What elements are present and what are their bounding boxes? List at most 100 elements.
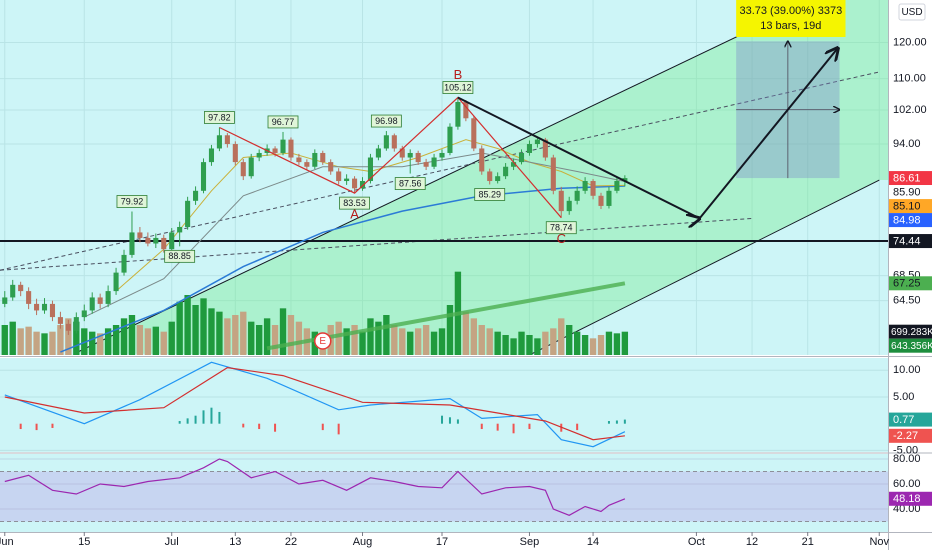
candle-body xyxy=(550,157,556,191)
pivot-label: 96.77 xyxy=(272,117,295,127)
volume-bar xyxy=(120,318,128,355)
volume-bar xyxy=(271,325,279,355)
candle-body xyxy=(81,310,87,318)
x-tick-label: 12 xyxy=(746,536,758,548)
rsi-tag-label: 48.18 xyxy=(893,493,921,505)
volume-bar xyxy=(343,328,350,355)
candle-body xyxy=(216,135,222,149)
volume-bar xyxy=(240,311,247,355)
position-label: 33.73 (39.00%) 3373 xyxy=(739,5,842,17)
macd-histogram-bar xyxy=(258,423,261,430)
rsi-tick-label: 80.00 xyxy=(893,453,921,465)
price-tag xyxy=(889,234,932,249)
macd-histogram-bar xyxy=(615,420,618,424)
candle-body xyxy=(336,171,342,182)
macd-histogram-bar xyxy=(480,423,483,430)
candle-body xyxy=(352,178,358,189)
volume-bar xyxy=(550,328,557,355)
volume-bar xyxy=(351,325,358,355)
candle-body xyxy=(312,152,318,167)
candle-body xyxy=(153,237,159,244)
volume-bar xyxy=(526,335,533,355)
candle-body xyxy=(193,190,199,201)
volume-bar xyxy=(478,325,485,355)
candle-body xyxy=(145,237,151,244)
x-tick-label: Sep xyxy=(520,536,540,548)
volume-bar xyxy=(518,331,525,355)
volume-bar xyxy=(470,318,477,355)
candle-body xyxy=(566,200,572,212)
candle-body xyxy=(177,226,183,233)
price-tag xyxy=(889,213,932,228)
volume-bar xyxy=(534,338,541,355)
candle-body xyxy=(65,323,71,331)
volume-bar xyxy=(573,331,581,355)
volume-bar xyxy=(57,325,64,355)
rsi-layer xyxy=(0,458,888,522)
volume-bar xyxy=(128,315,136,355)
pivot-box xyxy=(370,114,402,128)
macd-tick-label: 10.00 xyxy=(893,364,921,376)
candle-body xyxy=(169,232,175,250)
volume-bar xyxy=(263,318,271,355)
rsi-tag xyxy=(889,491,932,506)
candle-body xyxy=(10,284,16,298)
rsi-tick-label: 60.00 xyxy=(893,478,921,490)
candle-body xyxy=(375,148,381,158)
volume-bar xyxy=(605,331,613,355)
x-tick-label: Jun xyxy=(0,536,14,548)
macd-histogram-bar xyxy=(274,423,277,432)
pivot-label: 87.56 xyxy=(399,178,422,188)
macd-tag-label: -2.27 xyxy=(893,430,918,442)
pivot-box xyxy=(267,115,299,129)
candle-body xyxy=(280,139,286,153)
candle-body xyxy=(614,181,620,191)
candle-body xyxy=(296,157,302,163)
currency-box[interactable] xyxy=(898,3,926,21)
volume-bar xyxy=(168,321,175,355)
currency-label: USD xyxy=(901,7,922,18)
candle-body xyxy=(89,297,95,311)
pivot-label: 96.98 xyxy=(375,116,398,126)
x-tick-label: 22 xyxy=(285,536,297,548)
volume-bar xyxy=(65,318,72,355)
candle-body xyxy=(399,148,405,158)
candle-body xyxy=(320,152,326,163)
candle-body xyxy=(455,101,461,127)
volume-bar xyxy=(494,331,501,355)
x-tick-label: Jul xyxy=(165,536,179,548)
candle-body xyxy=(511,162,517,167)
macd-histogram-bar xyxy=(576,423,579,431)
candle-body xyxy=(105,291,111,304)
channel-upper xyxy=(74,2,808,354)
candle-body xyxy=(423,162,429,167)
candle-body xyxy=(256,152,262,158)
pivot-box xyxy=(474,188,506,201)
volume-bar xyxy=(152,326,159,355)
pivot-label: 78.74 xyxy=(550,223,573,233)
volume-bar xyxy=(160,331,167,355)
candle-body xyxy=(161,237,167,250)
price-tag-label: 85.10 xyxy=(893,200,921,212)
candle-body xyxy=(367,157,374,182)
rsi-line xyxy=(4,458,626,516)
volume-bar xyxy=(430,331,438,355)
volume-bar xyxy=(613,333,621,355)
price-tag-label: 86.61 xyxy=(893,172,921,184)
volume-bar xyxy=(446,305,454,355)
candle-body xyxy=(272,148,278,153)
position-sublabel: 13 bars, 19d xyxy=(760,20,821,32)
candle-body xyxy=(534,139,540,145)
projection-arrow xyxy=(457,48,838,218)
volume-bar xyxy=(295,321,303,355)
x-tick-label: Aug xyxy=(353,536,373,548)
macd-histogram-bar xyxy=(456,419,459,424)
volume-bar xyxy=(25,326,32,355)
x-tick-label: 14 xyxy=(587,536,599,548)
candle-body xyxy=(463,101,469,119)
macd-tick-label: -5.00 xyxy=(893,444,918,456)
price-tag-label: 67.25 xyxy=(893,278,921,290)
pivot-box xyxy=(339,196,370,210)
y-tick-label: 94.00 xyxy=(893,138,921,150)
